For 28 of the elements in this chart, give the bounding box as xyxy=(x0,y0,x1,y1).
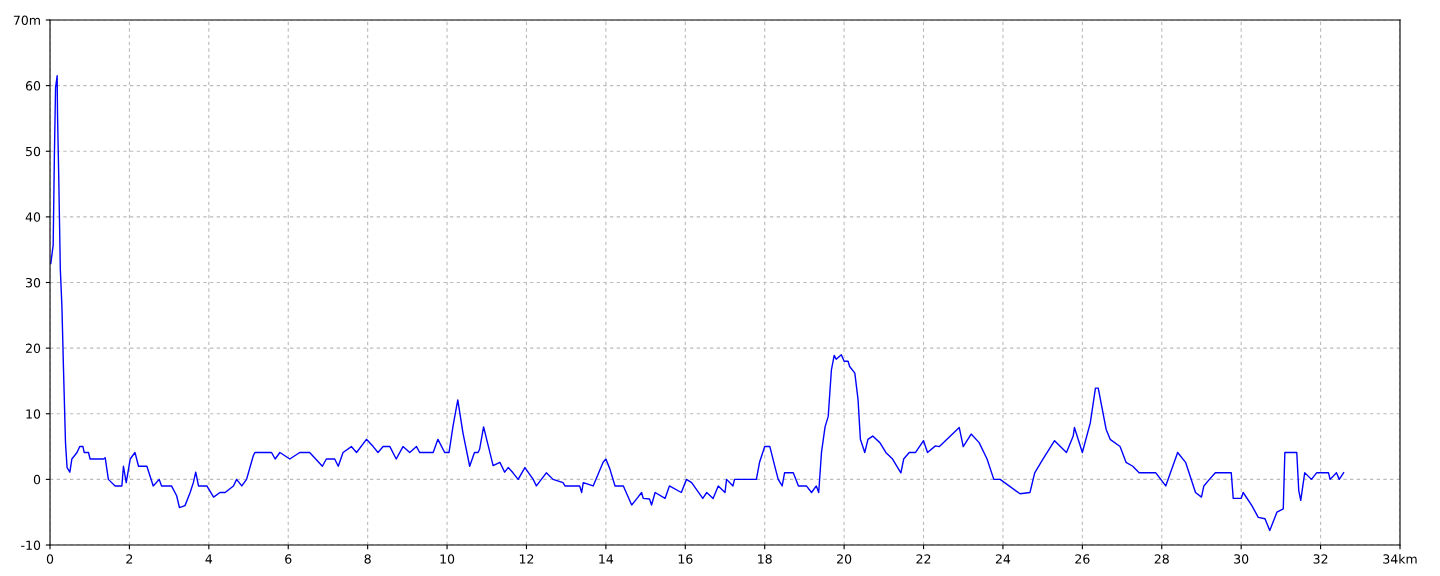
y-tick-label: 10 xyxy=(26,409,41,419)
x-tick-label: 6 xyxy=(285,554,292,564)
y-tick-label: 20 xyxy=(25,343,41,354)
x-tick-label: 4 xyxy=(205,554,213,564)
x-tick-label: 30 xyxy=(1234,554,1249,564)
x-tick-label: 8 xyxy=(364,554,371,564)
x-tick-label: 10 xyxy=(440,554,455,564)
y-tick-label: 70m xyxy=(13,15,40,25)
line-series xyxy=(50,75,1345,532)
y-tick-label: 30 xyxy=(26,277,41,288)
x-tick-label: 22 xyxy=(916,554,931,564)
y-tick-label: 60 xyxy=(25,81,41,91)
x-tick-label: 18 xyxy=(758,554,772,564)
x-tick-label: 2 xyxy=(126,554,133,564)
x-tick-label: 32 xyxy=(1313,554,1328,564)
x-tick-label: 28 xyxy=(1154,554,1169,564)
y-tick-label: 0 xyxy=(33,474,41,485)
y-tick-label: -10 xyxy=(21,540,41,550)
x-tick-label: 16 xyxy=(678,554,693,564)
x-tick-label: 0 xyxy=(46,554,54,564)
x-tick-label: 20 xyxy=(837,554,852,564)
x-tick-label: 26 xyxy=(1075,554,1090,564)
y-tick-label: 40 xyxy=(25,212,41,222)
x-tick-label: 24 xyxy=(995,554,1011,564)
y-tick-label: 50 xyxy=(26,146,41,157)
x-tick-label: 34km xyxy=(1383,554,1417,564)
x-tick-label: 12 xyxy=(519,554,534,564)
x-tick-label: 14 xyxy=(599,554,614,564)
